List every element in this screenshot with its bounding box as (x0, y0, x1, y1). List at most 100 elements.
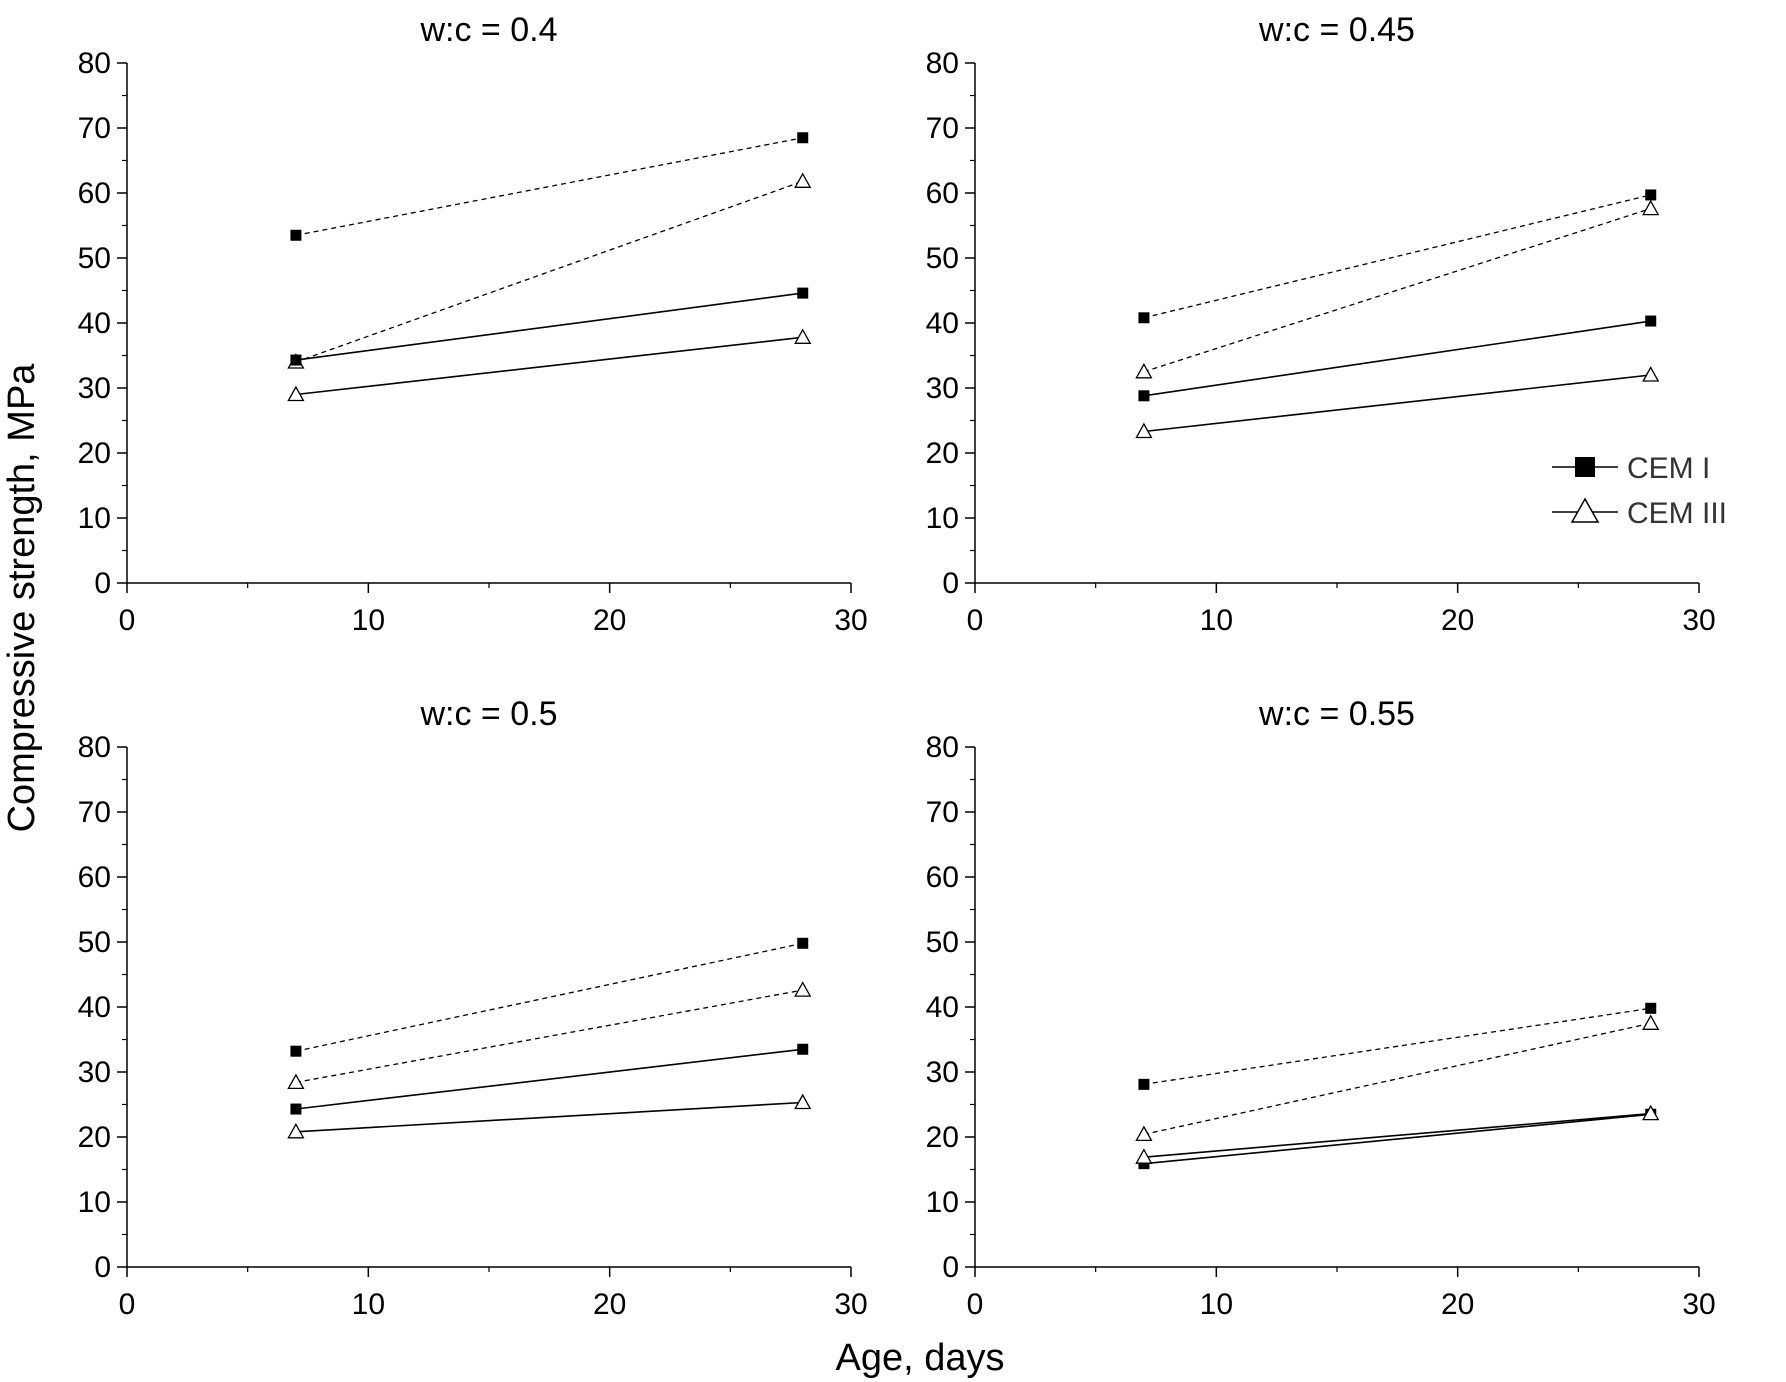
y-tick-label: 80 (926, 731, 959, 764)
data-point-triangle (1135, 1148, 1153, 1164)
series-line-open-triangle-solid (295, 336, 803, 396)
x-tick-label: 20 (593, 1288, 626, 1321)
y-tick-label: 0 (94, 1251, 111, 1284)
y-tick-label: 80 (78, 47, 111, 80)
series-line-open-triangle-dashed (295, 180, 803, 363)
y-tick-label: 40 (78, 307, 111, 340)
legend-marker-cem-i (1575, 457, 1595, 477)
data-point-triangle (1135, 422, 1153, 439)
y-tick-label: 20 (926, 1121, 959, 1154)
x-tick-label: 0 (967, 604, 984, 637)
data-point-triangle (794, 981, 812, 997)
panel-2: w:c = 0.45 0 10 20 30 40 50 60 70 80 0 10 20 30 (926, 11, 1716, 637)
series-line-open-triangle-dashed (1143, 1022, 1651, 1136)
y-axis-label: Compressive strength, MPa (1, 363, 43, 833)
data-point-square (290, 1045, 302, 1057)
y-tick-label: 80 (78, 731, 111, 764)
series-line-filled-square-dashed (1143, 194, 1651, 319)
data-point-square (1645, 189, 1657, 201)
x-tick-label: 20 (593, 604, 626, 637)
legend-label-cem-iii: CEM III (1627, 497, 1727, 530)
data-point-triangle (794, 1093, 812, 1110)
x-tick-label: 30 (1682, 1288, 1715, 1321)
y-tick-label: 30 (926, 1056, 959, 1089)
y-tick-label: 70 (926, 112, 959, 145)
y-tick-label: 0 (942, 1251, 959, 1284)
y-tick-label: 50 (926, 926, 959, 959)
series-line-open-triangle-solid (1143, 374, 1651, 433)
series-line-open-triangle-dashed (295, 989, 803, 1084)
series-line-filled-square-dashed (295, 942, 803, 1052)
x-tick-label: 10 (1200, 604, 1233, 637)
x-tick-label: 20 (1441, 1288, 1474, 1321)
series-line-filled-square-solid (295, 1048, 803, 1110)
data-point-square (290, 354, 302, 366)
y-tick-label: 0 (94, 567, 111, 600)
series-line-open-triangle-dashed (1143, 207, 1651, 373)
series-line-filled-square-dashed (1143, 1007, 1651, 1085)
y-tick-label: 60 (78, 861, 111, 894)
y-tick-label: 10 (926, 502, 959, 535)
data-point-square (1138, 390, 1150, 402)
data-point-triangle (1642, 1104, 1660, 1121)
data-point-square (1645, 1002, 1657, 1014)
data-point-triangle (1642, 199, 1660, 216)
y-tick-label: 60 (926, 861, 959, 894)
y-tick-label: 70 (78, 112, 111, 145)
data-point-triangle (1135, 1125, 1153, 1142)
y-tick-label: 50 (926, 242, 959, 275)
x-tick-label: 30 (834, 1288, 867, 1321)
data-point-square (797, 1043, 809, 1055)
y-tick-label: 30 (926, 372, 959, 405)
y-tick-label: 30 (78, 372, 111, 405)
x-tick-label: 0 (967, 1288, 984, 1321)
x-tick-label: 10 (1200, 1288, 1233, 1321)
x-axis-label: Age, days (836, 1337, 1005, 1379)
x-tick-label: 30 (834, 604, 867, 637)
y-tick-label: 40 (926, 307, 959, 340)
data-point-square (1645, 315, 1657, 327)
y-tick-label: 30 (78, 1056, 111, 1089)
legend: CEM I CEM III (1552, 452, 1727, 530)
x-tick-label: 0 (119, 604, 136, 637)
series-line-filled-square-solid (1143, 1113, 1651, 1165)
legend-marker-cem-iii (1570, 497, 1600, 523)
y-tick-label: 10 (78, 502, 111, 535)
series-line-filled-square-dashed (295, 137, 803, 236)
data-point-triangle (287, 1122, 305, 1139)
x-tick-label: 10 (352, 1288, 385, 1321)
y-tick-label: 20 (78, 437, 111, 470)
data-point-triangle (794, 328, 812, 344)
x-tick-label: 30 (1682, 604, 1715, 637)
y-tick-label: 40 (926, 991, 959, 1024)
y-tick-label: 70 (78, 796, 111, 829)
series-line-open-triangle-solid (295, 1101, 803, 1133)
y-tick-label: 60 (926, 177, 959, 210)
y-tick-label: 50 (78, 242, 111, 275)
data-point-square (1138, 1078, 1150, 1090)
y-tick-label: 60 (78, 177, 111, 210)
panel-title: w:c = 0.45 (1258, 11, 1415, 49)
panel-4: w:c = 0.55 0 10 20 30 40 50 60 70 80 0 10 20 30 (926, 695, 1716, 1321)
data-point-triangle (1135, 362, 1153, 379)
y-tick-label: 10 (926, 1186, 959, 1219)
data-point-square (290, 229, 302, 241)
y-tick-label: 10 (78, 1186, 111, 1219)
panel-3: w:c = 0.5 0 10 20 30 40 50 60 70 80 0 10 20 30 (78, 695, 868, 1321)
y-tick-label: 20 (78, 1121, 111, 1154)
data-point-square (797, 937, 809, 949)
x-tick-label: 0 (119, 1288, 136, 1321)
data-point-square (797, 287, 809, 299)
data-point-triangle (794, 172, 812, 188)
panel-1: w:c = 0.4 0 10 20 30 40 50 60 70 80 0 10 20 30 (78, 11, 868, 637)
panel-title: w:c = 0.4 (419, 11, 557, 49)
data-point-triangle (287, 1073, 305, 1090)
y-tick-label: 20 (926, 437, 959, 470)
x-tick-label: 10 (352, 604, 385, 637)
series-line-open-triangle-solid (1143, 1112, 1651, 1158)
data-point-square (797, 132, 809, 144)
panel-title: w:c = 0.55 (1258, 695, 1415, 733)
panel-title: w:c = 0.5 (419, 695, 557, 733)
data-point-triangle (1642, 1014, 1660, 1030)
